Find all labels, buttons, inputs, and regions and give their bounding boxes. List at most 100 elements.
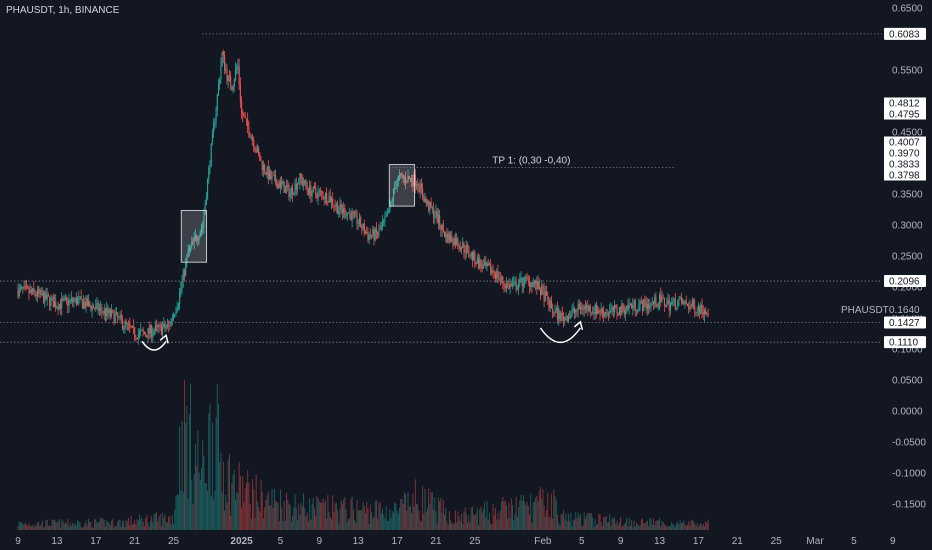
candle-body [157,325,159,328]
volume-bar [608,522,609,530]
candle-body [408,176,410,180]
candle-body [694,305,696,313]
candle-body [322,193,324,199]
volume-bar [599,514,601,530]
time-tick-label: 9 [618,536,624,547]
volume-bar [132,523,134,530]
candle-body [575,310,577,313]
candle-body [389,203,391,212]
candle-body [416,184,418,186]
arrow-head-icon [159,334,169,344]
candle-body [468,247,470,256]
candle-body [529,279,531,287]
volume-bar [40,524,42,530]
candle-body [86,298,88,307]
candle-body [313,186,316,189]
volume-bar [702,523,704,530]
volume-bar [491,523,493,530]
volume-bar [66,524,68,530]
price-axis[interactable]: 0.6500 0.5500 0.4500 0.3500 0.3000 0.2500 0.20… [841,4,926,511]
volume-bar [350,498,352,530]
volume-bar [668,526,670,530]
volume-bar [290,522,292,530]
candle-body [32,288,34,293]
volume-bar [554,496,556,530]
volume-bar [145,518,147,530]
price-tick-label: 0.3500 [892,190,923,201]
candle-body [584,306,587,308]
volume-bar [638,526,640,530]
candle-body [24,286,26,287]
candle-body [136,338,138,340]
candle-body [51,297,53,299]
candle-body [165,327,167,329]
volume-bar [706,522,708,530]
candle-body [307,189,309,195]
volume-bar [684,524,686,530]
volume-bar [213,499,215,530]
volume-bar [232,474,234,530]
time-axis[interactable]: 9 13 17 21 25 2025 5 9 13 17 21 25 Feb 5 9 13 17 21 25 Mar 5… [15,536,896,547]
volume-bar [670,526,671,530]
candle-body [237,66,239,67]
volume-bar [541,498,543,530]
price-level-tag: 0.1110 [889,338,919,349]
last-price-tag: 0.1640 [889,305,920,316]
volume-bar [346,522,348,530]
volume-bar [32,525,34,530]
candle-body [707,314,709,316]
candle-body [554,310,556,314]
candle-body [520,277,522,279]
candle-body [106,307,108,317]
candle-body [47,294,49,297]
volume-bar [98,521,100,530]
volume-bar [399,507,401,530]
volume-bar [95,519,97,530]
volume-bar [115,526,117,530]
volume-bar [292,515,294,530]
candle-body [480,259,482,266]
volume-bar [236,492,238,530]
volume-bar [243,501,245,530]
volume-bar [464,507,466,530]
candle-body [107,307,109,314]
candle-body [188,247,190,252]
volume-bar [83,526,85,530]
candle-body [537,281,539,290]
volume-bar [171,515,173,530]
volume-bar [225,494,227,530]
volume-bar [310,519,312,530]
volume-bar [86,525,88,530]
volume-bar [672,523,674,530]
volume-bar [688,521,690,530]
candle-body [458,246,460,248]
candle-body [571,310,573,315]
candle-body [642,302,644,312]
volume-bar [107,522,109,530]
candle-body [354,212,356,213]
candle-body [581,306,583,310]
volume-bar [386,521,388,530]
candle-body [205,198,207,205]
candle-body [317,191,319,199]
volume-bar [270,505,272,530]
candle-body [621,303,623,315]
volume-bar [693,521,695,530]
volume-bar [23,523,25,530]
candle-body [417,184,419,187]
candle-body [543,288,545,302]
volume-bar [495,508,496,530]
candle-body [29,289,31,294]
volume-bar [499,510,501,530]
candle-body [570,314,572,318]
candle-body [41,293,43,296]
candle-body [141,330,143,331]
candle-body [216,94,218,110]
volume-bar [601,525,603,530]
volume-bar [542,488,544,530]
volume-bar [392,512,394,530]
price-level-tag-bg [884,275,926,288]
candle-body [484,262,486,265]
volume-bar [559,525,561,530]
